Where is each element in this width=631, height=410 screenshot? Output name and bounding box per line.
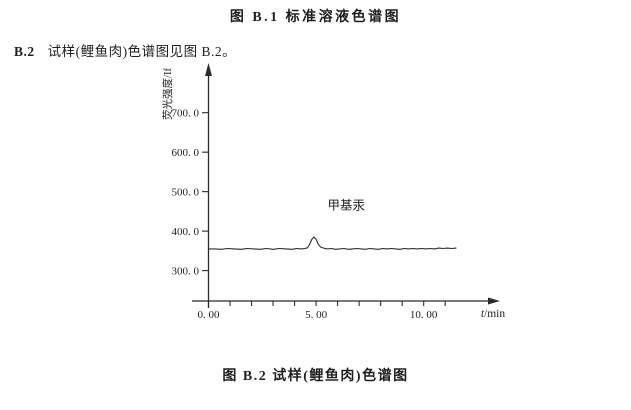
y-tick-label: 300. 0 bbox=[172, 265, 200, 277]
x-axis-arrow-icon bbox=[488, 297, 500, 305]
y-tick-label: 600. 0 bbox=[172, 147, 200, 159]
section-text: 试样(鲤鱼肉)色谱图见图 B.2。 bbox=[47, 44, 237, 59]
figure-b1-caption: 图 B.1 标准溶液色谱图 bbox=[229, 10, 402, 25]
y-axis-arrow-icon bbox=[205, 63, 212, 76]
x-tick-label: 0. 00 bbox=[198, 309, 221, 321]
x-tick-label: 5. 00 bbox=[305, 309, 328, 321]
x-tick-label: 10. 00 bbox=[410, 309, 438, 321]
peak-annotation: 甲基汞 bbox=[327, 198, 365, 212]
figure-b2-caption: 图 B.2 试样(鲤鱼肉)色谱图 bbox=[222, 369, 409, 384]
x-axis-title: t/min bbox=[481, 308, 506, 320]
y-tick-label: 400. 0 bbox=[172, 226, 200, 238]
y-tick-label: 700. 0 bbox=[172, 107, 200, 119]
section-number: B.2 bbox=[14, 44, 35, 59]
section-b2-paragraph: B.2 试样(鲤鱼肉)色谱图见图 B.2。 bbox=[14, 40, 236, 60]
chromatogram-trace bbox=[207, 236, 457, 250]
y-tick-label: 500. 0 bbox=[172, 186, 200, 198]
y-axis-title: 荧光强度/If bbox=[161, 68, 174, 120]
